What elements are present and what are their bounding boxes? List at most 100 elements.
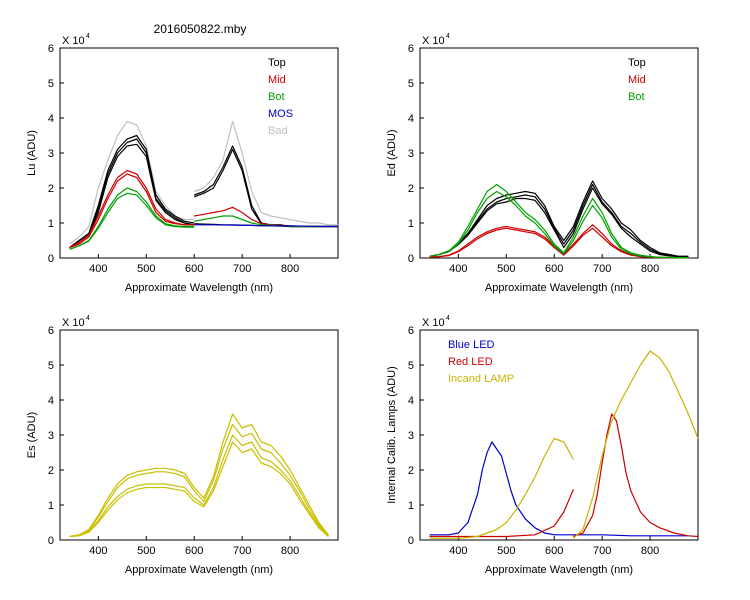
y-tick-label: 4	[408, 113, 414, 125]
y-scale-multiplier: X 10	[62, 317, 85, 329]
y-tick-label: 1	[408, 218, 414, 230]
x-tick-label: 800	[281, 263, 299, 275]
y-scale-multiplier: X 10	[422, 317, 445, 329]
y-tick-label: 4	[408, 395, 414, 407]
y-axis-label: Ed (ADU)	[386, 129, 398, 176]
y-scale-exponent: 4	[86, 315, 90, 322]
y-tick-label: 6	[48, 325, 54, 337]
series-line-mos	[194, 224, 338, 228]
y-tick-label: 0	[408, 253, 414, 265]
x-tick-label: 700	[233, 545, 251, 557]
x-axis-label: Approximate Wavelength (nm)	[125, 282, 273, 294]
y-tick-label: 3	[48, 148, 54, 160]
x-axis-label: Approximate Wavelength (nm)	[125, 564, 273, 576]
legend-entry-red-led: Red LED	[448, 356, 493, 368]
y-tick-label: 5	[48, 360, 54, 372]
plot-frame	[419, 329, 699, 541]
y-scale-exponent: 4	[446, 315, 450, 322]
y-tick-label: 2	[408, 465, 414, 477]
x-tick-label: 400	[89, 545, 107, 557]
y-tick-label: 1	[48, 218, 54, 230]
y-tick-label: 6	[408, 325, 414, 337]
x-tick-label: 800	[641, 545, 659, 557]
y-tick-label: 2	[48, 183, 54, 195]
y-axis-label: Lu (ADU)	[26, 130, 38, 176]
x-tick-label: 400	[89, 263, 107, 275]
x-tick-label: 500	[497, 263, 515, 275]
series-line-bot	[69, 192, 195, 250]
y-tick-label: 1	[48, 500, 54, 512]
x-tick-label: 500	[137, 263, 155, 275]
y-tick-label: 4	[48, 395, 54, 407]
y-tick-label: 2	[48, 465, 54, 477]
y-tick-label: 0	[48, 253, 54, 265]
x-tick-label: 600	[545, 545, 563, 557]
legend-entry-mos: MOS	[268, 108, 293, 120]
legend-entry-bot: Bot	[628, 91, 645, 103]
legend-entry-blue-led: Blue LED	[448, 339, 495, 351]
x-tick-label: 400	[449, 545, 467, 557]
y-scale-exponent: 4	[86, 33, 90, 40]
legend-entry-mid: Mid	[628, 74, 646, 86]
legend-entry-mid: Mid	[268, 74, 286, 86]
legend-entry-bad: Bad	[268, 125, 288, 137]
x-axis-label: Approximate Wavelength (nm)	[485, 564, 633, 576]
y-scale-multiplier: X 10	[422, 35, 445, 47]
y-tick-label: 5	[48, 78, 54, 90]
x-axis-label: Approximate Wavelength (nm)	[485, 282, 633, 294]
series-line-top	[69, 138, 195, 248]
y-tick-label: 3	[408, 148, 414, 160]
y-scale-multiplier: X 10	[62, 35, 85, 47]
legend-entry-top: Top	[628, 57, 646, 69]
ed-chart: 0 1 2 3 4 5 6 400 500 600 700 800 Approximate Wavele…	[386, 33, 699, 294]
series-line-es	[69, 434, 329, 538]
y-tick-label: 6	[408, 43, 414, 55]
series-line-es	[69, 441, 329, 538]
x-tick-label: 600	[185, 545, 203, 557]
plot-frame	[59, 47, 339, 259]
y-tick-label: 5	[408, 360, 414, 372]
series-line-red-led	[429, 489, 574, 538]
es-chart: 0 1 2 3 4 5 6 400 500 600 700 800 Approximate Wavele…	[26, 315, 339, 576]
series-line-incand-lamp	[429, 437, 574, 539]
y-tick-label: 5	[408, 78, 414, 90]
series-line-mid	[69, 169, 195, 249]
series-line-top	[429, 187, 689, 258]
figure-title: 2016050822.mby	[154, 22, 247, 36]
y-tick-label: 2	[408, 183, 414, 195]
series-line-es	[69, 423, 329, 538]
y-tick-label: 0	[48, 535, 54, 547]
x-tick-label: 500	[497, 545, 515, 557]
x-tick-label: 700	[593, 545, 611, 557]
series-line-bad	[193, 120, 338, 226]
y-axis-label: Internal Calib. Lamps (ADU)	[386, 366, 398, 504]
legend-entry-top: Top	[268, 57, 286, 69]
y-tick-label: 6	[48, 43, 54, 55]
series-line-top	[429, 183, 689, 257]
lu-chart: 0 1 2 3 4 5 6 400 500 600 700 800 Approximate Wavele…	[26, 33, 339, 294]
y-tick-label: 3	[408, 430, 414, 442]
x-tick-label: 700	[593, 263, 611, 275]
x-tick-label: 800	[641, 263, 659, 275]
x-tick-label: 700	[233, 263, 251, 275]
y-tick-label: 0	[408, 535, 414, 547]
y-axis-label: Es (ADU)	[26, 412, 38, 458]
y-tick-label: 4	[48, 113, 54, 125]
y-tick-label: 3	[48, 430, 54, 442]
series-line-es	[69, 413, 329, 538]
legend-entry-bot: Bot	[268, 91, 285, 103]
x-tick-label: 600	[545, 263, 563, 275]
plot-frame	[419, 47, 699, 259]
series-line-incand-lamp	[572, 350, 699, 539]
series-line-mid	[69, 173, 195, 249]
x-tick-label: 600	[185, 263, 203, 275]
lamps-chart: 0 1 2 3 4 5 6 400 500 600 700 800 Approximate Wavele…	[386, 315, 699, 576]
legend-entry-incand-lamp: Incand LAMP	[448, 373, 514, 385]
y-scale-exponent: 4	[446, 33, 450, 40]
x-tick-label: 400	[449, 263, 467, 275]
series-line-bot	[429, 190, 689, 259]
x-tick-label: 500	[137, 545, 155, 557]
series-line-red-led	[573, 413, 699, 538]
series-line-blue-led	[429, 441, 689, 537]
